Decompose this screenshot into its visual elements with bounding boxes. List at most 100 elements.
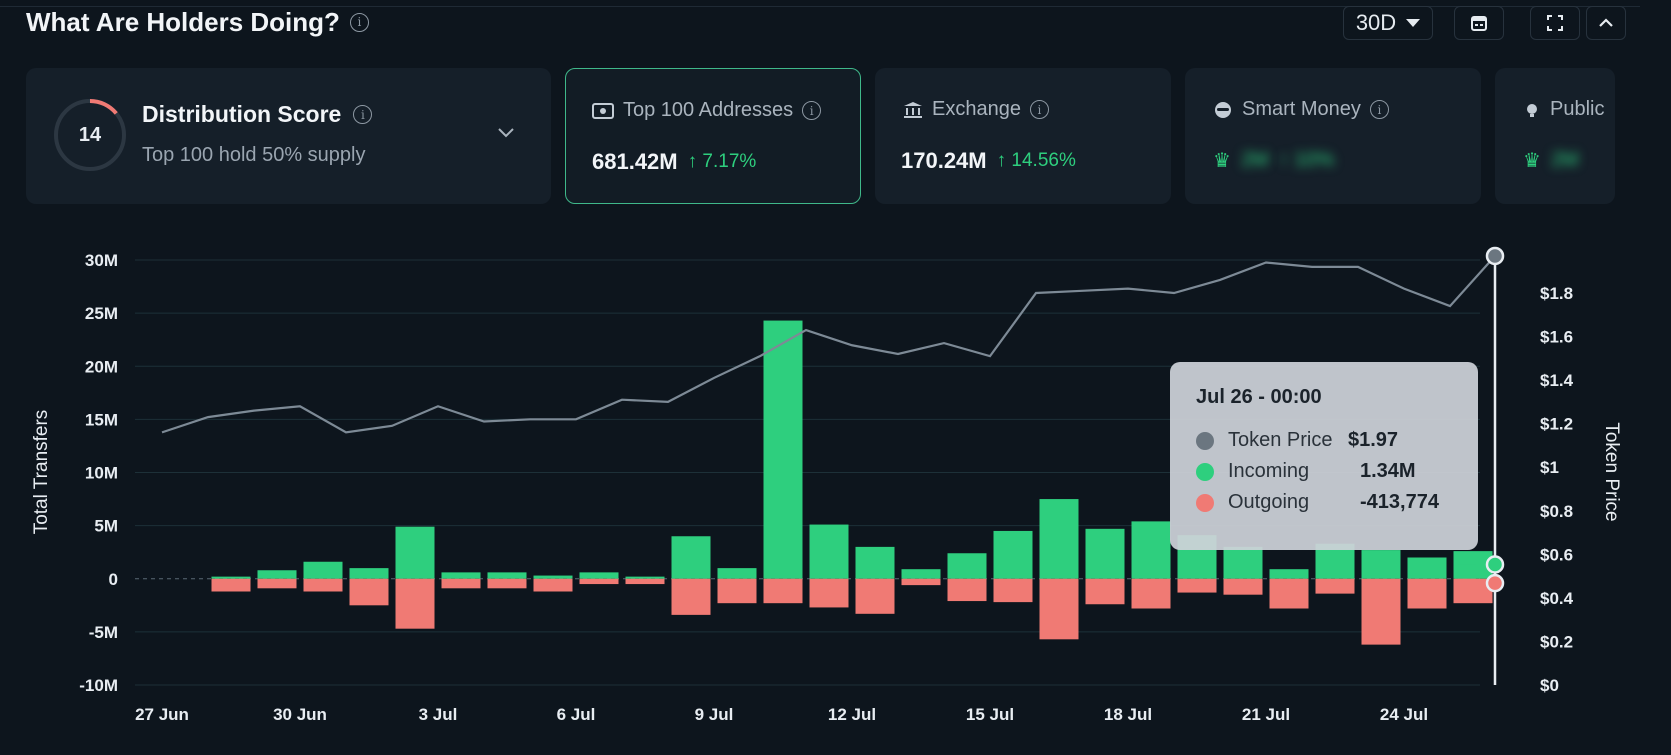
outgoing-bar — [1085, 578, 1125, 605]
chevron-down-icon[interactable] — [496, 126, 516, 140]
outgoing-bar — [1131, 578, 1171, 609]
incoming-bar — [717, 568, 757, 579]
incoming-bar — [671, 536, 711, 579]
info-icon[interactable]: i — [1029, 100, 1049, 119]
y2-axis-title: Token Price — [1601, 422, 1622, 521]
outgoing-dot-icon — [1196, 493, 1214, 512]
tooltip-row-price: Token Price $1.97 — [1196, 425, 1452, 456]
incoming-bar — [1458, 564, 1476, 579]
tooltip-label: Outgoing — [1228, 491, 1310, 513]
calendar-icon — [1471, 16, 1487, 31]
incoming-bar — [257, 570, 297, 579]
card-value: 681.42M — [592, 149, 678, 174]
section-header: What Are Holders Doing? i — [26, 4, 369, 40]
info-icon[interactable]: i — [1369, 100, 1389, 119]
outgoing-bar — [487, 578, 527, 589]
incoming-bar — [947, 553, 987, 579]
y2-tick-label: $1.2 — [1540, 415, 1573, 434]
incoming-bar — [901, 569, 941, 579]
outgoing-bar — [349, 578, 389, 606]
public-card[interactable]: Public ♛ 2M — [1495, 68, 1615, 204]
section-title: What Are Holders Doing? — [26, 6, 340, 37]
info-icon[interactable]: i — [349, 12, 369, 32]
card-change: ↑ 10% — [1278, 149, 1335, 171]
smart-money-card[interactable]: Smart Money i ♛ 2M ↑ 10% — [1185, 68, 1481, 204]
y-tick-label: -10M — [79, 676, 118, 695]
card-title: Top 100 Addresses — [623, 99, 794, 121]
score-gauge — [54, 99, 126, 171]
top-100-addresses-card[interactable]: Top 100 Addresses i 681.42M ↑ 7.17% — [565, 68, 861, 204]
incoming-bar — [533, 575, 573, 579]
fullscreen-button[interactable] — [1530, 6, 1580, 40]
x-tick-label: 21 Jul — [1242, 705, 1290, 724]
card-value: 2M — [1550, 149, 1579, 171]
x-tick-label: 6 Jul — [557, 705, 596, 724]
outgoing-bar — [1453, 578, 1493, 604]
incoming-bar — [1223, 546, 1263, 579]
period-select[interactable]: 30D — [1343, 6, 1433, 40]
exchange-card[interactable]: Exchange i 170.24M ↑ 14.56% — [875, 68, 1171, 204]
outgoing-bar — [947, 578, 987, 602]
incoming-bar — [1361, 550, 1401, 579]
incoming-bar — [1453, 551, 1493, 579]
y-tick-label: 25M — [85, 304, 118, 323]
distribution-subtitle: Top 100 hold 50% supply — [142, 144, 366, 166]
outgoing-bar — [717, 578, 757, 604]
x-tick-label: 18 Jul — [1104, 705, 1152, 724]
incoming-bar — [579, 572, 619, 579]
incoming-bar — [1407, 557, 1447, 579]
x-tick-label: 9 Jul — [695, 705, 734, 724]
outgoing-bar — [763, 578, 803, 604]
outgoing-bar — [579, 578, 619, 585]
card-value: 170.24M — [901, 148, 987, 173]
outgoing-bar — [625, 578, 665, 585]
outgoing-bar — [1177, 578, 1217, 593]
y-tick-label: 20M — [85, 357, 118, 376]
bank-icon — [904, 101, 922, 118]
chevron-up-icon — [1599, 18, 1613, 27]
outgoing-bar — [303, 578, 343, 592]
incoming-dot-icon — [1196, 462, 1214, 481]
collapse-button[interactable] — [1586, 6, 1626, 40]
incoming-bar — [395, 526, 435, 579]
outgoing-bar — [257, 578, 297, 589]
info-icon[interactable]: i — [802, 101, 822, 120]
outgoing-bar — [441, 578, 481, 589]
outgoing-bar — [533, 578, 573, 592]
outgoing-bar — [1458, 578, 1476, 584]
outgoing-bar — [1269, 578, 1309, 609]
info-icon[interactable]: i — [353, 105, 373, 124]
incoming-bar — [993, 530, 1033, 579]
y-tick-label: -5M — [89, 623, 118, 642]
tooltip-value: 1.34M — [1360, 460, 1416, 482]
incoming-bar — [303, 561, 343, 579]
outgoing-hover-marker — [1485, 573, 1505, 593]
x-tick-label: 27 Jun — [135, 705, 189, 724]
y2-tick-label: $0.2 — [1540, 632, 1573, 651]
incoming-bar — [1131, 521, 1171, 579]
y-tick-label: 10M — [85, 464, 118, 483]
calendar-button[interactable] — [1454, 6, 1504, 40]
outgoing-bar — [1361, 578, 1401, 645]
incoming-bar — [809, 524, 849, 579]
score-gauge-arc — [54, 99, 126, 171]
y-tick-label: 5M — [94, 517, 118, 536]
outgoing-bar — [1039, 578, 1079, 640]
incoming-bar — [625, 576, 665, 579]
y2-tick-label: $1.8 — [1540, 284, 1573, 303]
outgoing-bar — [1223, 578, 1263, 595]
y2-tick-label: $1.6 — [1540, 328, 1573, 347]
outgoing-bar — [211, 578, 251, 592]
smart-money-icon — [1215, 101, 1231, 118]
period-value: 30D — [1355, 10, 1397, 35]
y-tick-label: 30M — [85, 251, 118, 270]
price-dot-icon — [1196, 431, 1214, 450]
distribution-score-card[interactable]: 14 Distribution Score i Top 100 hold 50%… — [26, 68, 551, 204]
tooltip-label: Token Price — [1228, 429, 1333, 451]
y2-tick-label: $1 — [1540, 458, 1559, 477]
y2-tick-label: $0.4 — [1540, 589, 1574, 608]
chevron-down-icon — [1406, 19, 1421, 27]
card-change: ↑ 14.56% — [996, 150, 1076, 171]
y2-tick-label: $0.8 — [1540, 502, 1573, 521]
card-title: Exchange — [932, 98, 1021, 120]
